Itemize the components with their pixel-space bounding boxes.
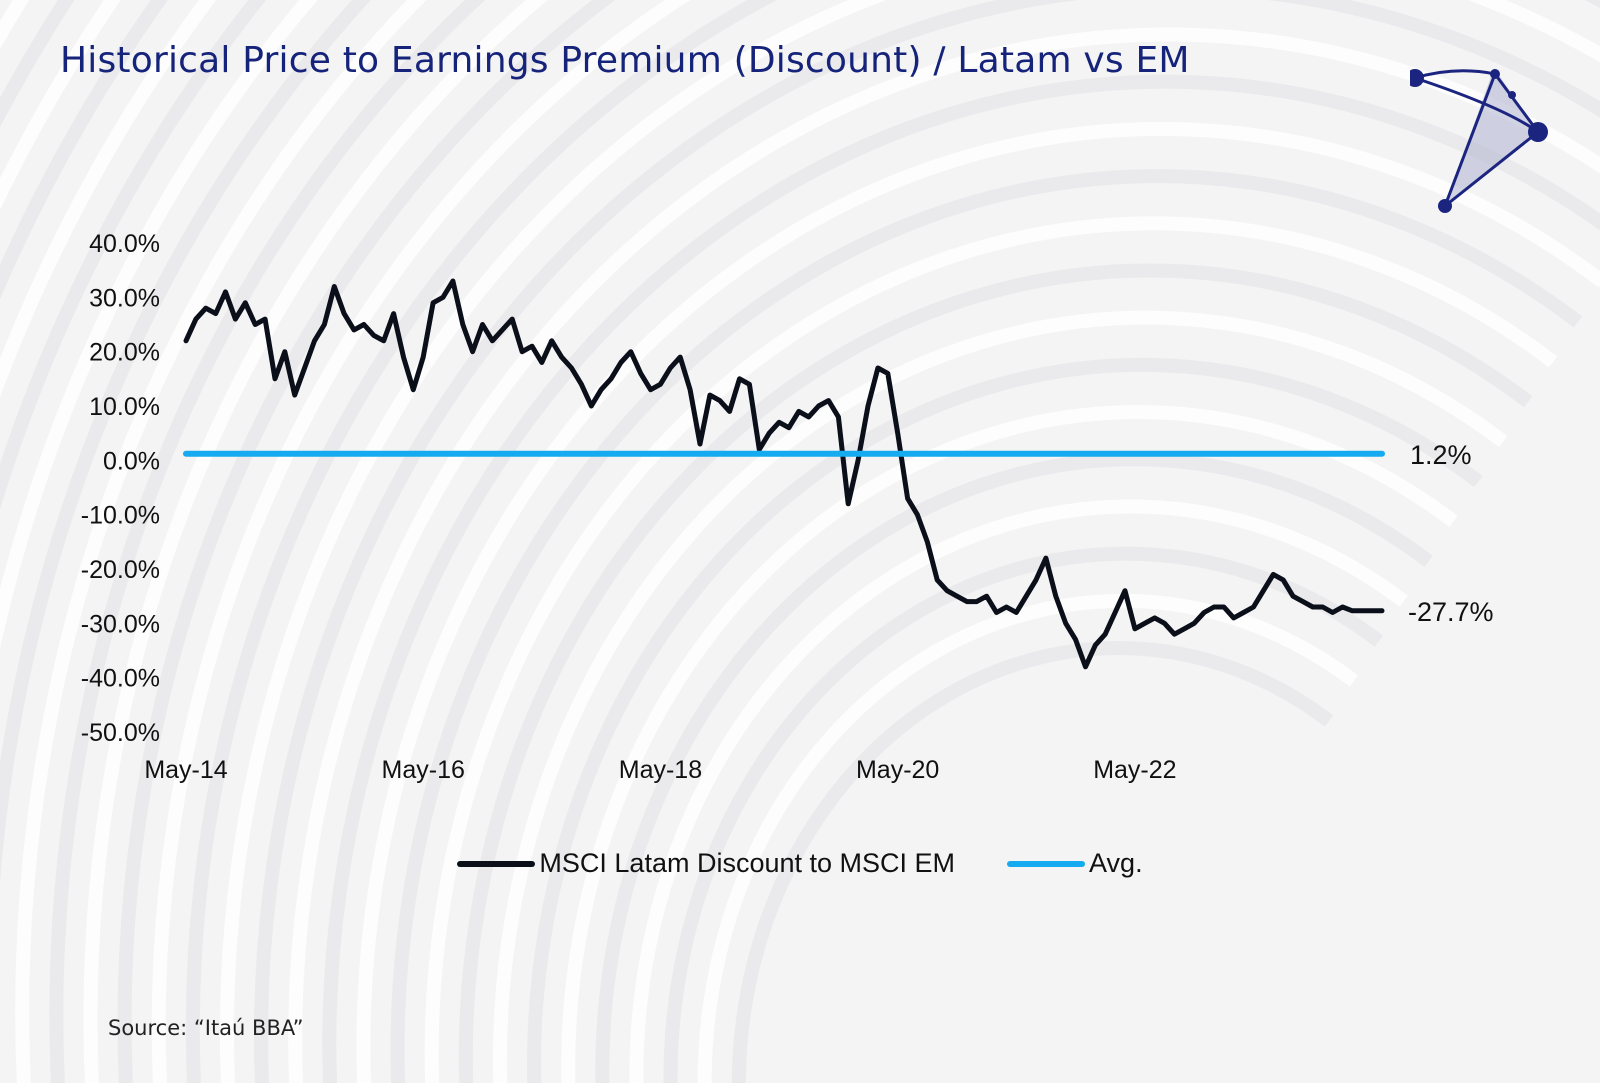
x-tick-label: May-16 xyxy=(382,756,465,784)
legend-label-latam-discount: MSCI Latam Discount to MSCI EM xyxy=(539,848,956,878)
series-line-latam-discount xyxy=(183,278,1385,670)
end-labels: -27.7% 1.2% xyxy=(1408,440,1494,627)
end-label-avg: 1.2% xyxy=(1410,440,1472,470)
page-title: Historical Price to Earnings Premium (Di… xyxy=(60,40,1190,81)
y-tick-label: 30.0% xyxy=(89,284,160,312)
source-note: Source: “Itaú BBA” xyxy=(108,1016,304,1040)
y-tick-label: 40.0% xyxy=(89,230,160,258)
y-tick-label: 20.0% xyxy=(89,339,160,367)
y-tick-label: -40.0% xyxy=(81,665,160,693)
chart-lines xyxy=(183,278,1385,670)
legend-label-avg: Avg. xyxy=(1089,848,1143,878)
chart-legend: MSCI Latam Discount to MSCI EM Avg. xyxy=(0,848,1600,879)
legend-item-avg: Avg. xyxy=(1007,848,1143,879)
x-tick-label: May-14 xyxy=(144,756,227,784)
y-tick-label: -50.0% xyxy=(81,719,160,747)
y-tick-label: -20.0% xyxy=(81,556,160,584)
legend-swatch-avg xyxy=(1007,860,1086,867)
x-axis-ticks: May-14 May-16 May-18 May-20 May-22 xyxy=(144,756,1176,784)
legend-item-latam-discount: MSCI Latam Discount to MSCI EM xyxy=(457,848,955,879)
legend-swatch-latam-discount xyxy=(457,860,536,867)
y-tick-label: 0.0% xyxy=(103,447,160,475)
x-tick-label: May-22 xyxy=(1093,756,1176,784)
constellation-logo-icon xyxy=(1410,68,1548,213)
y-tick-label: -30.0% xyxy=(81,610,160,638)
y-tick-label: -10.0% xyxy=(81,502,160,530)
x-tick-label: May-18 xyxy=(619,756,702,784)
y-axis-ticks: 40.0% 30.0% 20.0% 10.0% 0.0% -10.0% -20.0% -30.… xyxy=(81,230,160,747)
y-tick-label: 10.0% xyxy=(89,393,160,421)
end-label-latam-discount: -27.7% xyxy=(1408,597,1494,627)
x-tick-label: May-20 xyxy=(856,756,939,784)
